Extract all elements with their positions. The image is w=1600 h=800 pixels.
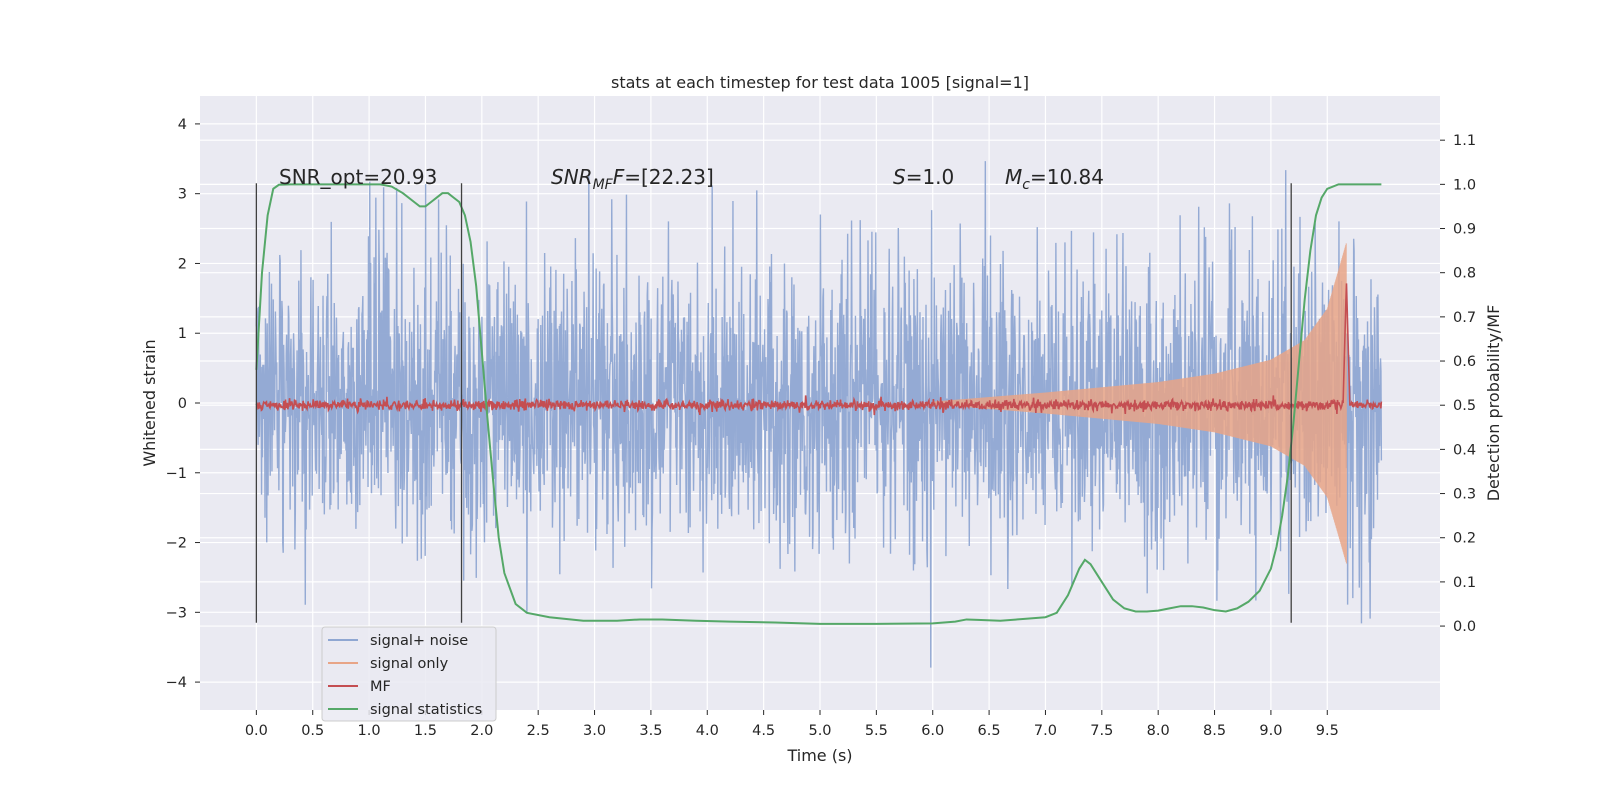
legend-entry-signal-only: signal only [328, 656, 449, 672]
legend-label-signal-noise: signal+ noise [370, 633, 468, 649]
x-tick-label: 0.0 [245, 723, 268, 739]
annotation-snr-f: F [613, 165, 625, 189]
x-axis-label: Time (s) [786, 746, 852, 765]
y2-tick-label: 0.4 [1453, 442, 1476, 458]
annotation-snr-mf-base: SNR [551, 165, 593, 189]
y2-tick-label: 0.8 [1453, 266, 1476, 282]
y2-tick-label: 0.0 [1453, 619, 1476, 635]
y2-tick-label: 0.1 [1453, 575, 1476, 591]
series-mf [255, 283, 1383, 416]
annotation-snr-mf: SNRMFF=[22.23] [551, 165, 714, 193]
y-tick-label: −3 [166, 605, 187, 621]
x-tick-label: 4.0 [696, 723, 719, 739]
x-tick-label: 6.5 [978, 723, 1001, 739]
y-tick-label: 4 [178, 117, 187, 133]
x-tick-label: 3.0 [583, 723, 606, 739]
y-tick-label: 3 [178, 187, 187, 203]
y-tick-label: 0 [178, 396, 187, 412]
x-tick-label: 2.0 [470, 723, 493, 739]
y2-tick-label: 0.7 [1453, 310, 1476, 326]
legend-box [321, 626, 497, 722]
x-tick-label: 6.0 [921, 723, 944, 739]
x-tick-label: 5.0 [808, 723, 831, 739]
annotation-s-rest: =1.0 [906, 165, 955, 189]
y2-axis-label: Detection probability/MF [1484, 305, 1503, 502]
x-tick-label: 4.5 [752, 723, 775, 739]
x-tick-label: 1.0 [358, 723, 381, 739]
y-tick-label: −2 [166, 536, 187, 552]
x-tick-label: 9.0 [1259, 723, 1282, 739]
y2-tick-label: 1.1 [1453, 133, 1476, 149]
y-tick-label: 1 [178, 326, 187, 342]
legend: signal+ noise signal only MF signal stat… [321, 626, 497, 722]
legend-entry-signal-statistics: signal statistics [328, 702, 482, 718]
y-tick-label: −1 [166, 466, 187, 482]
y2-tick-label: 0.6 [1453, 354, 1476, 370]
legend-entry-signal-noise: signal+ noise [328, 633, 468, 649]
ticks: 0.0 0.5 1.0 1.5 2.0 2.5 3.0 3.5 4.0 4.5 5.0 5.5 6.0 6… [166, 117, 1476, 739]
vertical-markers [255, 183, 1292, 623]
annotation-mc-sub: c [1022, 177, 1030, 193]
y2-tick-label: 1.0 [1453, 177, 1476, 193]
x-tick-label: 0.5 [301, 723, 324, 739]
y2-tick-label: 0.5 [1453, 398, 1476, 414]
annotation-s-base: S [893, 165, 906, 189]
legend-label-mf: MF [370, 679, 391, 695]
chart-title: stats at each timestep for test data 100… [611, 73, 1029, 92]
annotation-mc: Mc=10.84 [1005, 165, 1104, 193]
series-layer [255, 161, 1383, 668]
x-tick-label: 3.5 [639, 723, 662, 739]
x-tick-label: 8.5 [1203, 723, 1226, 739]
y-axis-label: Whitened strain [140, 339, 159, 466]
y-tick-label: 2 [178, 256, 187, 272]
x-tick-label: 2.5 [527, 723, 550, 739]
legend-label-signal-only: signal only [370, 656, 449, 672]
legend-label-signal-statistics: signal statistics [370, 702, 482, 718]
x-tick-label: 7.0 [1034, 723, 1057, 739]
y2-tick-label: 0.2 [1453, 531, 1476, 547]
legend-entry-mf: MF [328, 679, 391, 695]
annotation-snr-mf-sub: MF [593, 177, 614, 193]
annotation-s: S=1.0 [893, 165, 954, 189]
x-tick-label: 1.5 [414, 723, 437, 739]
x-tick-label: 9.5 [1316, 723, 1339, 739]
annotation-mc-rest: =10.84 [1030, 165, 1104, 189]
annotation-snr-opt: SNR_opt=20.93 [279, 165, 437, 189]
y-tick-label: −4 [166, 675, 187, 691]
x-tick-label: 7.5 [1090, 723, 1113, 739]
annotation-mc-base: M [1005, 165, 1022, 189]
y2-tick-label: 0.9 [1453, 222, 1476, 238]
series-signal-statistics [255, 183, 1382, 625]
y2-tick-label: 0.3 [1453, 487, 1476, 503]
x-tick-label: 5.5 [865, 723, 888, 739]
annotation-snr-mf-rest: =[22.23] [624, 165, 714, 189]
x-tick-label: 8.0 [1147, 723, 1170, 739]
